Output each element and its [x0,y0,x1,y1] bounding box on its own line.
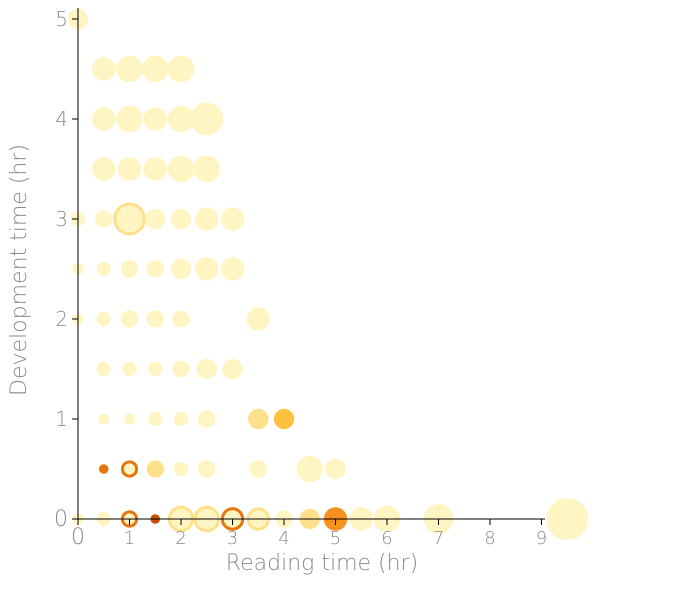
data-point-30 [96,311,111,327]
data-point-51 [173,461,189,477]
data-point-11 [117,157,142,181]
data-point-16 [95,210,113,228]
data-point-70 [546,497,589,541]
data-point-39 [196,358,217,380]
data-point-24 [120,260,139,278]
data-point-33 [172,310,190,328]
data-point-31 [120,310,139,328]
data-point-52 [198,460,216,478]
data-point-55 [325,458,346,480]
data-point-50 [146,460,164,478]
data-point-32 [146,310,164,328]
x-tick-label: 1 [124,528,135,549]
data-point-38 [172,360,190,378]
data-point-48 [98,464,109,474]
data-point-37 [148,361,163,377]
data-point-2 [116,55,143,83]
data-point-5 [92,107,116,131]
data-point-41 [98,413,110,425]
x-tick-label: 7 [433,528,444,549]
x-tick-label: 3 [227,528,238,549]
y-axis-ticks: 0 1 2 3 4 5 [54,7,78,532]
y-tick-label: 0 [54,507,68,532]
data-point-36 [122,361,137,377]
data-point-26 [170,258,192,280]
data-point-12 [143,157,167,181]
data-point-34 [246,307,270,331]
data-point-49 [120,460,139,478]
x-tick-label: 4 [278,528,289,549]
y-tick-label: 5 [55,7,68,31]
data-point-42 [123,413,136,425]
data-point-14 [193,155,221,183]
data-point-28 [220,257,245,281]
data-point-18 [145,208,166,230]
data-point-45 [198,410,216,428]
data-point-21 [220,207,245,231]
x-tick-label: 9 [536,528,547,549]
x-axis-title: Reading time (hr) [226,551,418,576]
data-point-13 [167,155,195,183]
data-point-40 [222,358,243,380]
data-point-8 [167,105,195,133]
data-point-46 [248,408,269,430]
data-point-53 [249,460,267,478]
data-point-43 [148,411,163,427]
data-point-35 [96,361,111,377]
data-point-54 [296,455,324,483]
data-point-7 [143,107,167,131]
data-point-25 [146,260,164,278]
x-tick-label: 8 [484,528,495,549]
x-tick-label: 0 [71,525,85,550]
data-point-47 [273,408,295,430]
data-point-9 [190,102,224,136]
x-tick-label: 5 [330,528,341,549]
y-tick-label: 1 [55,407,68,431]
x-axis-ticks: 0 1 2 3 4 5 6 7 8 9 [71,519,547,550]
x-tick-label: 6 [381,528,392,549]
x-tick-label: 2 [175,528,186,549]
data-point-6 [116,105,143,133]
y-tick-label: 4 [55,107,68,131]
y-axis-title: Development time (hr) [7,144,32,396]
data-point-3 [141,55,169,83]
data-point-27 [195,257,219,281]
y-tick-label: 2 [55,307,68,331]
data-points [67,8,589,541]
data-point-1 [92,57,116,81]
data-point-4 [167,55,195,83]
y-tick-label: 3 [55,207,68,231]
data-point-20 [195,207,219,231]
data-point-19 [170,208,192,230]
data-point-17 [113,202,146,236]
data-point-23 [96,261,111,277]
data-point-10 [92,157,116,181]
data-point-44 [173,411,189,427]
